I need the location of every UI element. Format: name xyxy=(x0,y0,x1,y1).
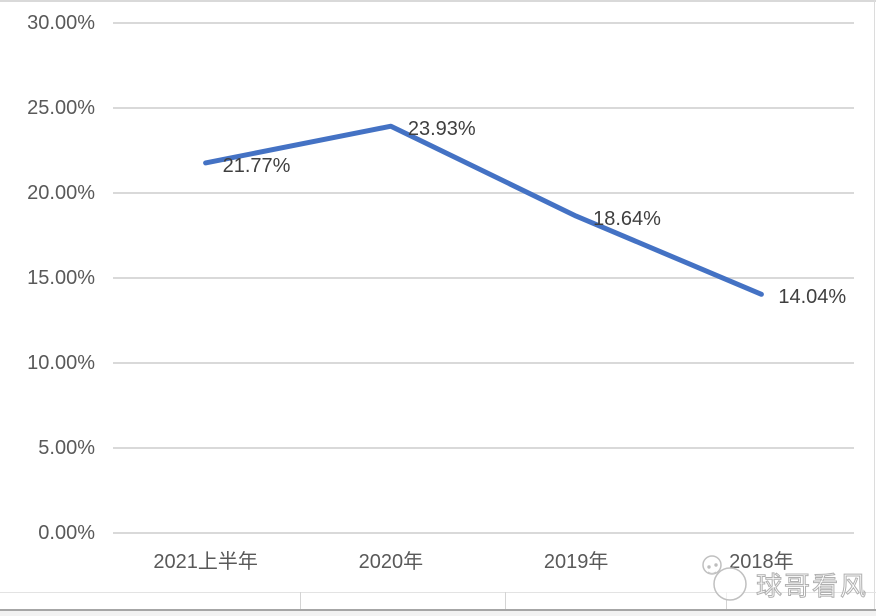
gridline xyxy=(113,192,854,194)
data-point-label: 23.93% xyxy=(407,118,476,141)
data-point-label: 21.77% xyxy=(222,154,291,177)
spreadsheet-cell[interactable] xyxy=(301,593,505,609)
cell-border xyxy=(726,592,727,609)
y-axis-tick-label: 5.00% xyxy=(38,437,95,459)
y-axis-tick-label: 10.00% xyxy=(27,352,95,374)
row-top-border xyxy=(0,592,876,593)
right-border xyxy=(874,0,875,609)
data-point-label: 18.64% xyxy=(593,208,661,231)
row-bottom-border xyxy=(0,609,876,611)
y-axis-tick-label: 30.00% xyxy=(27,12,95,34)
bottom-strip xyxy=(0,611,876,616)
cell-border xyxy=(505,592,506,609)
x-axis-tick-label: 2019年 xyxy=(543,551,609,573)
gridline xyxy=(113,532,854,534)
y-axis-tick-label: 0.00% xyxy=(38,522,95,544)
gridline xyxy=(113,447,854,449)
watermark-text: 球哥看风 xyxy=(755,571,868,602)
spreadsheet-cell[interactable] xyxy=(506,593,726,609)
top-border xyxy=(0,0,876,2)
x-axis-tick-label: 2020年 xyxy=(358,551,424,573)
gridline xyxy=(113,277,854,279)
data-point-label: 14.04% xyxy=(778,286,847,309)
data-line xyxy=(203,123,764,297)
gridline xyxy=(113,107,854,109)
gridline xyxy=(113,22,854,24)
spreadsheet-cell[interactable] xyxy=(0,593,300,609)
y-axis-tick-label: 20.00% xyxy=(27,182,95,204)
cell-border xyxy=(300,592,301,609)
y-axis-tick-label: 15.00% xyxy=(27,267,95,289)
gridline xyxy=(113,362,854,364)
x-axis-tick-label: 2018年 xyxy=(729,551,794,573)
y-axis-tick-label: 25.00% xyxy=(27,97,95,119)
x-axis-tick-label: 2021上半年 xyxy=(153,551,258,573)
cartoon-mascot-logo-icon xyxy=(702,555,747,601)
